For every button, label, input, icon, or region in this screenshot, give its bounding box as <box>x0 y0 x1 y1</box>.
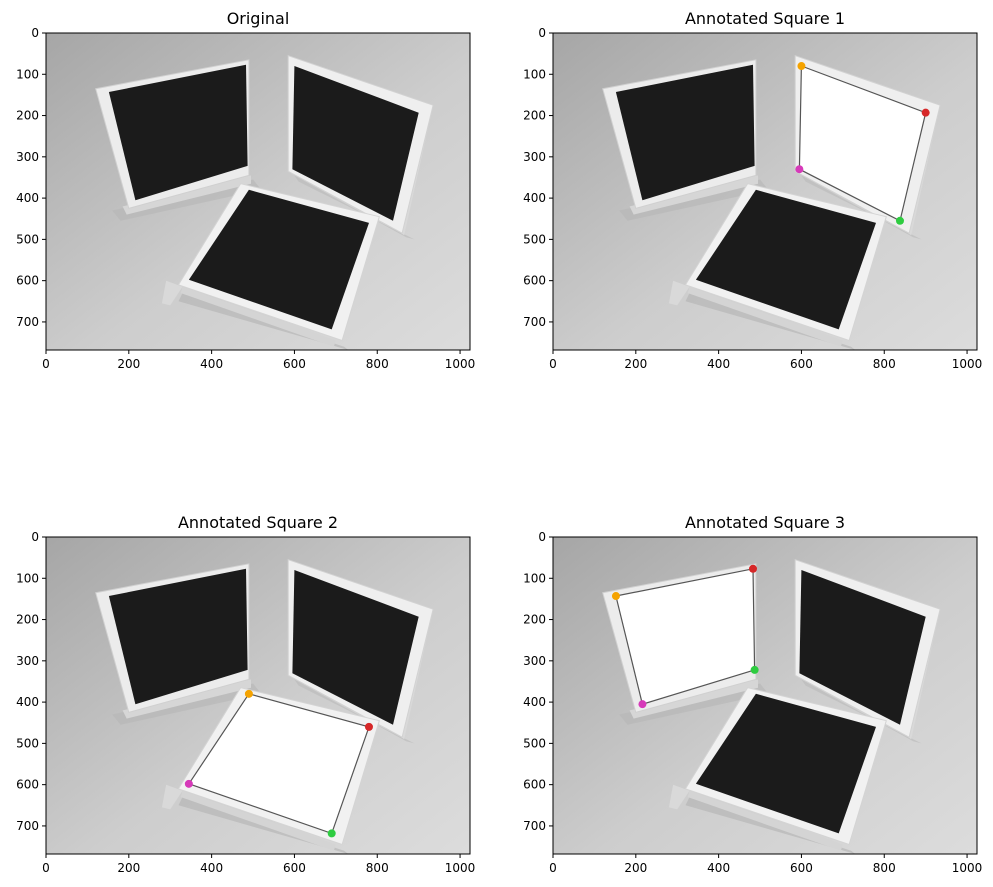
x-tick-label: 600 <box>790 861 813 875</box>
panel-4: 0 200 400 600 800 1000 0 100 200 300 400 500 600 700 A… <box>523 513 982 875</box>
y-tick-label: 500 <box>523 736 546 750</box>
y-tick-label: 600 <box>16 778 39 792</box>
panel-3: 0 200 400 600 800 1000 0 100 200 300 400 500 600 700 A… <box>16 513 475 875</box>
panel-1: 0 200 400 600 800 1000 0 100 200 300 400 500 600 700 O… <box>16 9 475 371</box>
x-tick-label: 600 <box>283 861 306 875</box>
y-tick-label: 0 <box>31 26 39 40</box>
axes-frame <box>552 32 978 351</box>
panel-2: 0 200 400 600 800 1000 0 100 200 300 400 500 600 700 A… <box>523 9 982 371</box>
y-tick-label: 700 <box>16 315 39 329</box>
x-tick-label: 200 <box>624 861 647 875</box>
y-tick-label: 400 <box>523 695 546 709</box>
x-tick-label: 600 <box>283 357 306 371</box>
y-tick-label: 300 <box>16 150 39 164</box>
y-tick-label: 200 <box>16 109 39 123</box>
panel-title: Annotated Square 2 <box>178 513 338 532</box>
y-tick-label: 600 <box>523 778 546 792</box>
y-tick-label: 300 <box>16 654 39 668</box>
panel-title: Annotated Square 1 <box>685 9 845 28</box>
photo-image <box>46 33 470 350</box>
axes-frame <box>45 32 471 351</box>
y-tick-label: 600 <box>523 274 546 288</box>
y-tick-label: 400 <box>523 191 546 205</box>
photo-image <box>46 537 470 854</box>
corner-point-3 <box>327 829 336 838</box>
panel-title: Annotated Square 3 <box>685 513 845 532</box>
x-tick-label: 400 <box>707 861 730 875</box>
corner-point-2 <box>748 564 757 573</box>
y-tick-label: 400 <box>16 191 39 205</box>
y-tick-label: 700 <box>16 819 39 833</box>
x-tick-label: 1000 <box>952 861 983 875</box>
y-tick-label: 100 <box>16 571 39 585</box>
y-tick-label: 400 <box>16 695 39 709</box>
y-tick-label: 600 <box>16 274 39 288</box>
y-tick-label: 300 <box>523 150 546 164</box>
corner-point-3 <box>895 216 904 225</box>
corner-point-4 <box>795 165 804 174</box>
y-tick-label: 0 <box>31 530 39 544</box>
y-tick-label: 100 <box>16 67 39 81</box>
corner-point-2 <box>921 108 930 117</box>
x-tick-label: 400 <box>200 357 223 371</box>
y-tick-label: 500 <box>523 232 546 246</box>
x-tick-label: 600 <box>790 357 813 371</box>
y-tick-label: 700 <box>523 315 546 329</box>
y-tick-label: 500 <box>16 736 39 750</box>
corner-point-3 <box>750 665 759 674</box>
corner-point-2 <box>364 722 373 731</box>
x-tick-label: 0 <box>549 357 557 371</box>
axes-frame <box>45 536 471 855</box>
x-tick-label: 0 <box>42 861 50 875</box>
axes-frame <box>552 536 978 855</box>
x-tick-label: 200 <box>624 357 647 371</box>
photo-image <box>553 537 977 854</box>
y-tick-label: 0 <box>538 26 546 40</box>
x-tick-label: 400 <box>707 357 730 371</box>
corner-point-1 <box>244 689 253 698</box>
x-tick-label: 800 <box>366 357 389 371</box>
y-tick-label: 700 <box>523 819 546 833</box>
x-tick-label: 800 <box>366 861 389 875</box>
corner-point-1 <box>611 592 620 601</box>
x-tick-label: 200 <box>117 861 140 875</box>
panel-title: Original <box>227 9 290 28</box>
x-tick-label: 800 <box>873 357 896 371</box>
y-tick-label: 300 <box>523 654 546 668</box>
y-tick-label: 200 <box>523 613 546 627</box>
y-tick-label: 100 <box>523 571 546 585</box>
x-tick-label: 800 <box>873 861 896 875</box>
y-tick-label: 200 <box>16 613 39 627</box>
corner-point-1 <box>797 62 806 71</box>
x-tick-label: 400 <box>200 861 223 875</box>
x-tick-label: 1000 <box>952 357 983 371</box>
y-tick-label: 500 <box>16 232 39 246</box>
x-tick-label: 1000 <box>445 861 476 875</box>
y-tick-label: 100 <box>523 67 546 81</box>
x-tick-label: 200 <box>117 357 140 371</box>
corner-point-4 <box>184 779 193 788</box>
x-tick-label: 1000 <box>445 357 476 371</box>
corner-point-4 <box>638 700 647 709</box>
x-tick-label: 0 <box>42 357 50 371</box>
y-tick-label: 0 <box>538 530 546 544</box>
x-tick-label: 0 <box>549 861 557 875</box>
photo-image <box>553 33 977 350</box>
y-tick-label: 200 <box>523 109 546 123</box>
